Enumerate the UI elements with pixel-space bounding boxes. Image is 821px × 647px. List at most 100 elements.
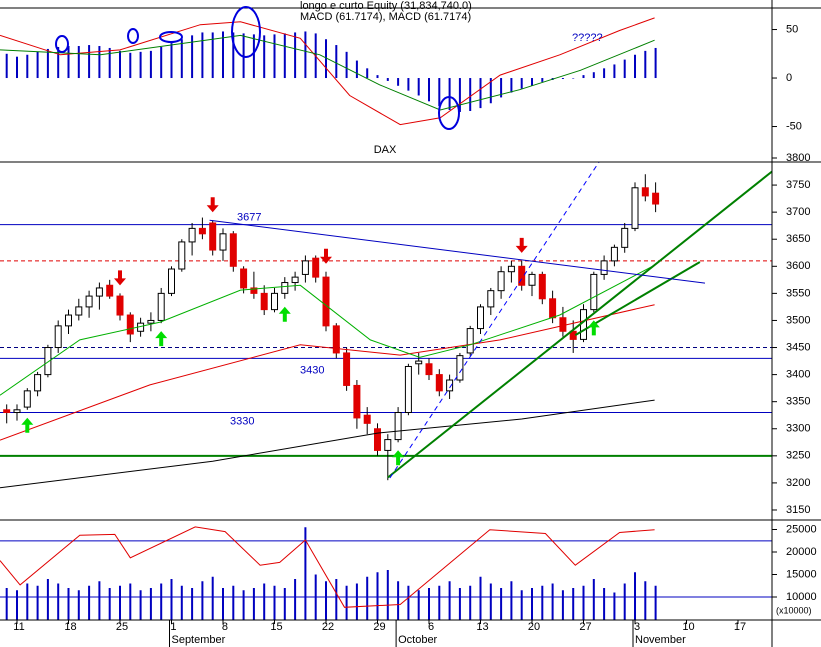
y-tick-label: 3650 xyxy=(786,233,810,245)
x-tick-label: 20 xyxy=(528,621,540,633)
bar xyxy=(36,51,39,79)
bar xyxy=(603,588,606,620)
bar xyxy=(283,588,286,620)
price-title: DAX xyxy=(374,144,397,156)
y-tick-label: 15000 xyxy=(786,568,817,580)
highlight-ellipse xyxy=(127,28,139,44)
bar xyxy=(252,588,255,620)
macd-title: longo e curto Equity (31,834,740.0) xyxy=(300,0,472,12)
buy-arrow xyxy=(21,417,34,433)
candle-body xyxy=(641,187,649,197)
y-tick-label: 3450 xyxy=(786,341,810,353)
candle-body xyxy=(95,287,103,297)
x-tick-label: 29 xyxy=(373,621,385,633)
bar xyxy=(139,51,142,79)
candle-body xyxy=(34,374,42,392)
y-tick-label: 3500 xyxy=(786,314,810,326)
month-label: September xyxy=(171,634,225,646)
bar xyxy=(458,588,461,620)
candle-body xyxy=(301,260,309,275)
bar xyxy=(438,585,441,620)
line-series xyxy=(0,399,655,489)
bar xyxy=(469,585,472,620)
bar xyxy=(88,45,91,79)
buy-arrow xyxy=(587,320,600,336)
x-tick-label: 25 xyxy=(116,621,128,633)
bar xyxy=(386,570,389,620)
line-series xyxy=(0,17,655,126)
bar xyxy=(149,50,152,79)
bar xyxy=(500,588,503,620)
candle-body xyxy=(240,268,248,289)
bar xyxy=(644,50,647,79)
bar xyxy=(5,53,8,79)
bar xyxy=(366,576,369,620)
y-tick-label: 10000 xyxy=(786,591,817,603)
bar xyxy=(417,590,420,620)
candle-body xyxy=(528,273,536,286)
bar xyxy=(448,581,451,620)
bar xyxy=(572,78,575,79)
bar xyxy=(355,60,358,79)
x-tick-label: 15 xyxy=(270,621,282,633)
bar xyxy=(304,527,307,620)
highlight-ellipse xyxy=(55,35,69,53)
macd-subtitle: MACD (61.7174), MACD (61.7174) xyxy=(300,11,471,23)
bar xyxy=(623,59,626,79)
bar xyxy=(325,39,328,79)
candle-body xyxy=(600,260,608,275)
bar xyxy=(108,588,111,620)
candle-body xyxy=(384,439,392,451)
sell-arrow xyxy=(320,248,333,264)
bar xyxy=(98,46,101,79)
y-tick-label: 3750 xyxy=(786,179,810,191)
bar xyxy=(5,588,8,620)
bar xyxy=(211,576,214,620)
bar xyxy=(15,56,18,79)
bar xyxy=(345,585,348,620)
x-tick-label: 6 xyxy=(428,621,434,633)
bar xyxy=(170,43,173,79)
bar xyxy=(160,46,163,79)
y-tick-label: 3700 xyxy=(786,206,810,218)
bar xyxy=(376,75,379,79)
bar xyxy=(170,579,173,620)
bar xyxy=(335,579,338,620)
bar xyxy=(46,48,49,79)
x-tick-label: 17 xyxy=(734,621,746,633)
highlight-ellipse xyxy=(231,6,261,58)
y-tick-label: 3200 xyxy=(786,477,810,489)
line-series xyxy=(574,261,701,336)
bar xyxy=(510,78,513,93)
bar xyxy=(46,579,49,620)
line-series xyxy=(209,219,706,284)
bar xyxy=(541,585,544,620)
level-label: 3677 xyxy=(237,212,261,224)
bar xyxy=(180,39,183,79)
candle-body xyxy=(260,292,268,311)
bar xyxy=(160,583,163,620)
bar xyxy=(118,50,121,79)
month-label: October xyxy=(398,634,437,646)
bar xyxy=(263,583,266,620)
bar xyxy=(191,588,194,620)
bar xyxy=(428,78,431,102)
bar xyxy=(88,585,91,620)
candle-body xyxy=(590,273,598,311)
bar xyxy=(366,68,369,79)
candle-body xyxy=(64,314,72,327)
candle-body xyxy=(363,414,371,424)
candle-body xyxy=(652,192,660,205)
candle-body xyxy=(477,306,485,330)
candle-body xyxy=(425,363,433,376)
candle-body xyxy=(250,287,258,294)
candle-body xyxy=(549,298,557,319)
bar xyxy=(345,51,348,79)
candle-body xyxy=(559,317,567,332)
bar xyxy=(376,572,379,620)
candle-body xyxy=(435,374,443,392)
candle-body xyxy=(497,271,505,292)
bar xyxy=(149,588,152,620)
